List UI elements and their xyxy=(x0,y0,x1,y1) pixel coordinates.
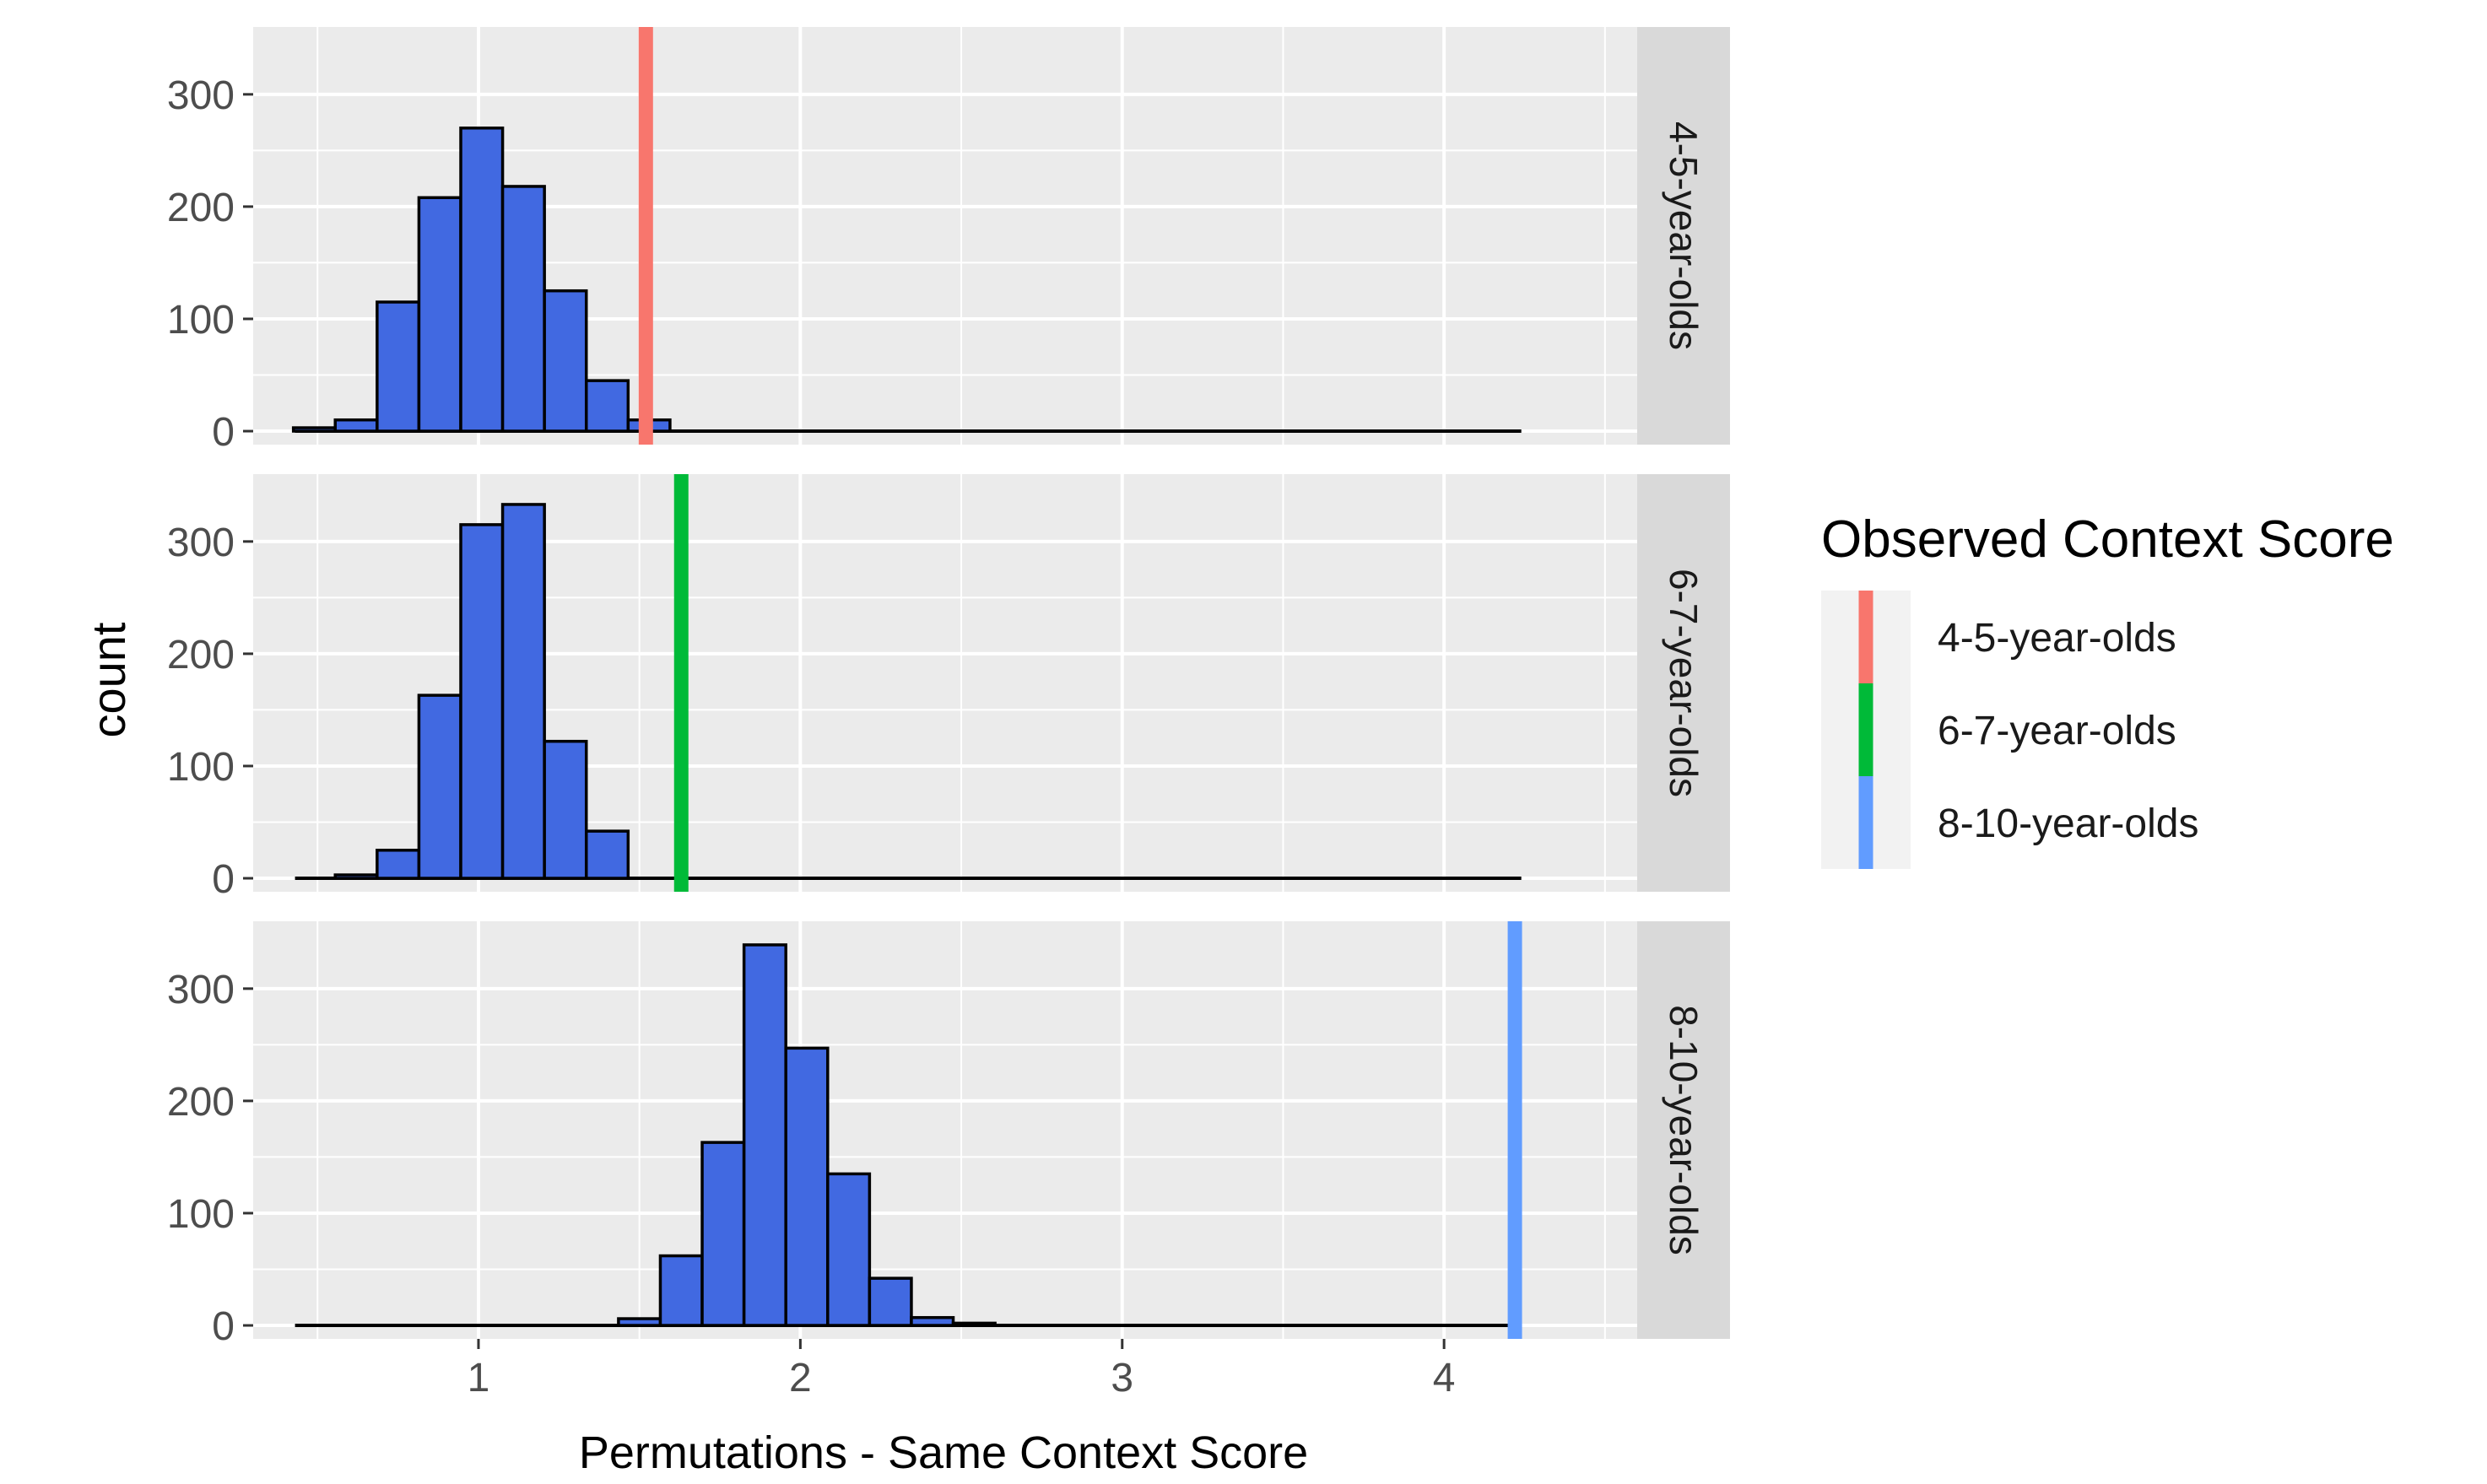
histogram-bar xyxy=(333,873,379,880)
histogram-bar xyxy=(333,418,379,433)
y-tick-label: 0 xyxy=(212,410,235,455)
histogram-bar xyxy=(868,1276,913,1327)
facet-panel-3: 0 100 200 300 8-10-year-olds xyxy=(167,921,1730,1349)
histogram-bar xyxy=(500,185,546,433)
y-tick-label: 100 xyxy=(167,1192,235,1237)
y-tick-label: 0 xyxy=(212,1304,235,1349)
facet-panel-2: 0 100 200 300 6-7-year-olds xyxy=(167,474,1730,902)
x-tick-label: 2 xyxy=(789,1356,812,1400)
histogram-bar xyxy=(417,196,462,433)
histogram-bar xyxy=(459,127,505,433)
x-tick-label: 4 xyxy=(1433,1356,1456,1400)
facet-strip-label: 8-10-year-olds xyxy=(1662,1005,1706,1255)
y-axis-title: count xyxy=(82,622,135,737)
histogram-bar xyxy=(658,1254,704,1327)
facet-strip-label: 4-5-year-olds xyxy=(1662,121,1706,350)
y-tick-label: 0 xyxy=(212,857,235,902)
y-tick-label: 100 xyxy=(167,745,235,790)
histogram-bar xyxy=(742,943,787,1327)
histogram-bar xyxy=(584,829,630,880)
histogram-bar xyxy=(376,300,421,433)
histogram-bar xyxy=(291,426,338,433)
x-axis: 1 2 3 4 xyxy=(468,1339,1456,1400)
histogram-bar xyxy=(417,693,462,880)
histogram-bar xyxy=(617,1317,662,1327)
histogram-bar xyxy=(826,1172,872,1327)
y-tick-label: 200 xyxy=(167,186,235,230)
facet-panel-1: 0 100 200 300 4-5-year-olds xyxy=(167,27,1730,455)
legend: Observed Context Score 4-5-year-olds 6-7-y… xyxy=(1821,510,2394,869)
facet-strip-label: 6-7-year-olds xyxy=(1662,569,1706,797)
y-tick-label: 200 xyxy=(167,1080,235,1125)
facet-panels: 0 100 200 300 4-5-year-olds 0 100 200 300 6-7-yea… xyxy=(167,27,1730,1349)
facet-strip xyxy=(1637,474,1730,892)
y-tick-label: 300 xyxy=(167,968,235,1012)
histogram-bar xyxy=(584,379,630,433)
histogram-bar xyxy=(376,849,421,880)
legend-entry-label: 4-5-year-olds xyxy=(1938,616,2176,661)
y-tick-label: 200 xyxy=(167,633,235,677)
histogram-bar xyxy=(543,289,588,433)
x-tick-label: 3 xyxy=(1111,1356,1133,1400)
facet-strip xyxy=(1637,921,1730,1339)
histogram-bar xyxy=(951,1321,997,1327)
y-tick-label: 100 xyxy=(167,298,235,343)
x-axis-title: Permutations - Same Context Score xyxy=(579,1427,1308,1478)
panel-background xyxy=(253,921,1637,1339)
histogram-bar xyxy=(910,1315,955,1327)
histogram-bar xyxy=(500,503,546,880)
histogram-bar xyxy=(700,1141,746,1327)
histogram-bar xyxy=(543,739,588,880)
y-tick-label: 300 xyxy=(167,73,235,118)
y-tick-label: 300 xyxy=(167,521,235,565)
x-tick-label: 1 xyxy=(468,1356,490,1400)
legend-entry-label: 6-7-year-olds xyxy=(1938,709,2176,753)
facet-strip xyxy=(1637,27,1730,445)
legend-title: Observed Context Score xyxy=(1821,510,2394,569)
histogram-bar xyxy=(459,523,505,880)
legend-entry-label: 8-10-year-olds xyxy=(1938,801,2198,846)
histogram-bar xyxy=(784,1046,830,1327)
